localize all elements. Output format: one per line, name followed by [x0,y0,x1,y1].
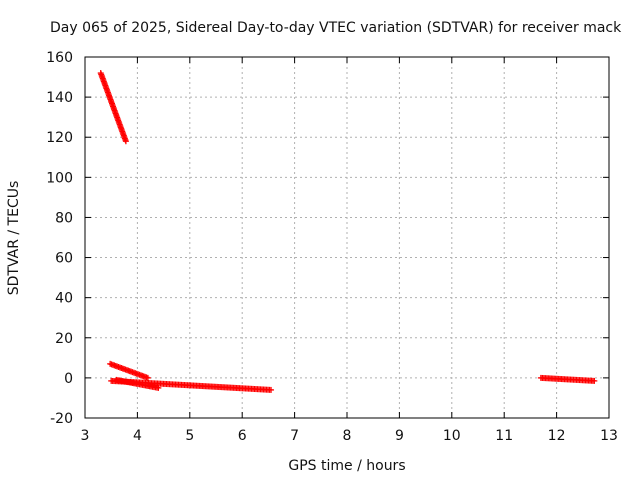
x-tick-label: 13 [600,428,618,444]
x-tick-label: 9 [395,428,404,444]
x-tick-label: 10 [443,428,461,444]
x-axis-label: GPS time / hours [288,458,405,474]
data-marks [97,70,598,393]
data-point [155,384,162,391]
grid [85,57,609,418]
data-point [144,374,151,381]
x-tick-label: 6 [238,428,247,444]
y-tick-label: 120 [46,130,73,146]
data-point [268,386,275,393]
x-tick-label: 8 [343,428,352,444]
y-axis-label: SDTVAR / TECUs [6,181,22,296]
x-tick-label: 12 [548,428,566,444]
y-tick-label: 40 [55,291,73,307]
y-tick-label: 20 [55,331,73,347]
y-tick-label: -20 [50,411,73,427]
chart-title: Day 065 of 2025, Sidereal Day-to-day VTE… [50,20,622,36]
axis-ticks: 3 4 5 6 7 8 9 10 11 12 13 160 140 120 100 80 60 40 20 0 -20 [46,50,618,444]
x-tick-label: 3 [81,428,90,444]
y-tick-label: 60 [55,251,73,267]
x-tick-label: 7 [290,428,299,444]
y-tick-label: 100 [46,170,73,186]
y-tick-label: 0 [64,371,73,387]
y-tick-label: 160 [46,50,73,66]
data-point [122,138,129,145]
x-tick-label: 5 [185,428,194,444]
x-tick-label: 11 [495,428,513,444]
x-tick-label: 4 [133,428,142,444]
y-tick-label: 80 [55,210,73,226]
data-point [591,377,598,384]
y-tick-label: 140 [46,90,73,106]
